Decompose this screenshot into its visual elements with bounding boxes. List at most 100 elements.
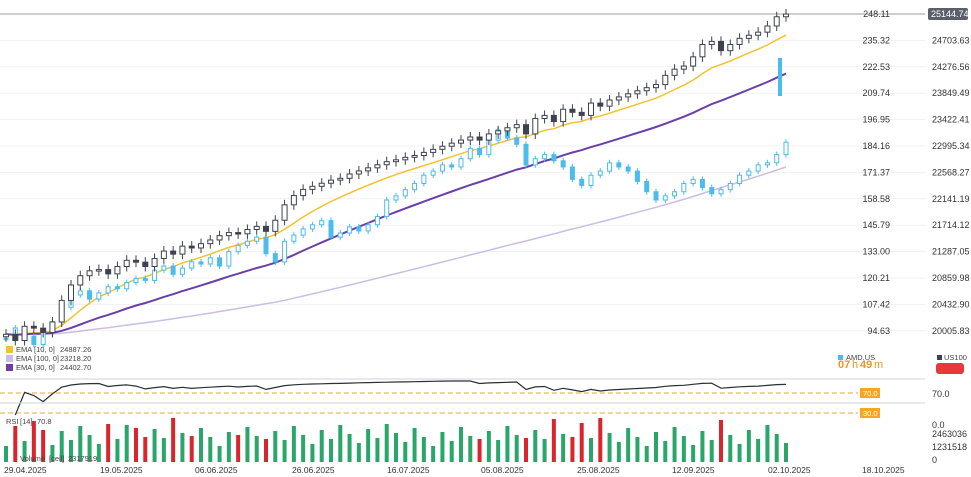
rsi-axis-tick: 70.0 [932,389,950,399]
volume-bar [124,425,129,462]
volume-bar [486,431,491,462]
us100-candle [402,156,409,161]
us100-candle [170,250,177,255]
us100-candle [123,259,130,267]
volume-bar [161,438,166,462]
legend-swatch [6,346,13,353]
us100-candle [495,130,502,135]
us100-candle [643,87,650,92]
volume-bar [273,431,278,462]
amd-candle [198,261,204,265]
us100-candle [272,219,279,232]
us100-candle [328,179,334,184]
volume-bar [524,438,528,462]
us100-candle [439,145,446,150]
date-tick: 18.10.2025 [862,465,905,475]
us100-candle [606,99,613,107]
amd-candle [337,232,343,238]
volume-bar [719,420,723,462]
amd-candle [347,226,353,234]
us100-candle [151,257,158,267]
volume-bar [50,445,55,462]
amd-candle [783,141,789,156]
us100-candle [569,108,576,113]
ema-line [5,34,787,337]
volume-label: Volume [20,454,45,463]
volume-bar [672,427,677,462]
amd-candle [532,158,538,166]
us100-candle [755,31,762,36]
volume-bar [59,431,64,462]
amd-candle [356,226,362,232]
us100-candle [77,275,84,286]
volume-bar [254,436,259,462]
amd-candle [569,166,575,180]
amd-candle [412,182,418,191]
us100-candle [40,327,47,333]
volume-bar [310,444,315,462]
us100-candle [374,164,381,169]
volume-bar [598,418,603,462]
us100-candle [114,265,121,275]
amd-candle [560,160,566,168]
us100-candle [105,269,112,275]
amd-candle [282,240,288,263]
volume-bar [282,440,287,462]
volume-bar [171,418,176,462]
us100-candle [95,269,102,272]
volume-bar [394,433,398,462]
legend-ema-params: [10, 0] [34,345,55,354]
us100-candle [662,74,669,86]
volume-bar [496,440,501,462]
amd-candle [179,267,185,275]
legend-ema-label: EMA [16,354,32,363]
amd-candle [393,195,399,201]
amd-candle [309,224,315,230]
date-tick: 25.08.2025 [577,465,620,475]
us100-candle [207,239,214,245]
volume-axis-tick: 2463036 [932,429,967,439]
right-axis-tick: 20859.98 [932,273,970,283]
volume-bar [440,432,445,462]
us100-candle [318,182,325,187]
amd-candle [272,253,278,263]
rsi-label: RSI [6,417,19,426]
us100-candle [263,225,269,232]
us100-candle [420,151,427,156]
us100-candle [188,245,195,249]
amd-candle [96,292,102,300]
amd-candle [105,286,111,294]
us100-candle [727,44,734,52]
volume-bar [329,439,333,462]
amd-candle [384,199,390,218]
ema-line [5,166,787,336]
volume-bar [709,440,714,462]
left-axis-tick: 171.37 [862,167,890,177]
legend-amd-swatch [838,355,843,360]
amd-candle [625,166,631,172]
amd-candle [449,164,455,168]
amd-candle [77,290,83,296]
volume-axis-tick: 1231518 [932,442,967,452]
rsi-value: 70.8 [37,417,52,426]
amd-candle [31,335,37,345]
legend-ema-label: EMA [16,363,32,372]
left-axis-tick: 107.42 [862,299,890,309]
right-axis-tick: 22141.19 [932,194,970,204]
us100-candle [290,195,297,206]
us100-candle [467,136,474,141]
legend-swatch [6,364,13,371]
legend-ema-value: 24887.26 [60,345,91,354]
volume-bar [217,446,222,462]
amd-candle [644,180,650,193]
us100-candle [86,270,93,277]
us100-candle [30,325,37,329]
volume-bar [301,435,306,462]
left-axis-tick: 235.32 [862,35,890,45]
amd-candle [142,277,148,281]
right-axis-tick: 23422.41 [932,115,970,125]
amd-candle [319,220,325,226]
volume-bar [189,436,194,462]
